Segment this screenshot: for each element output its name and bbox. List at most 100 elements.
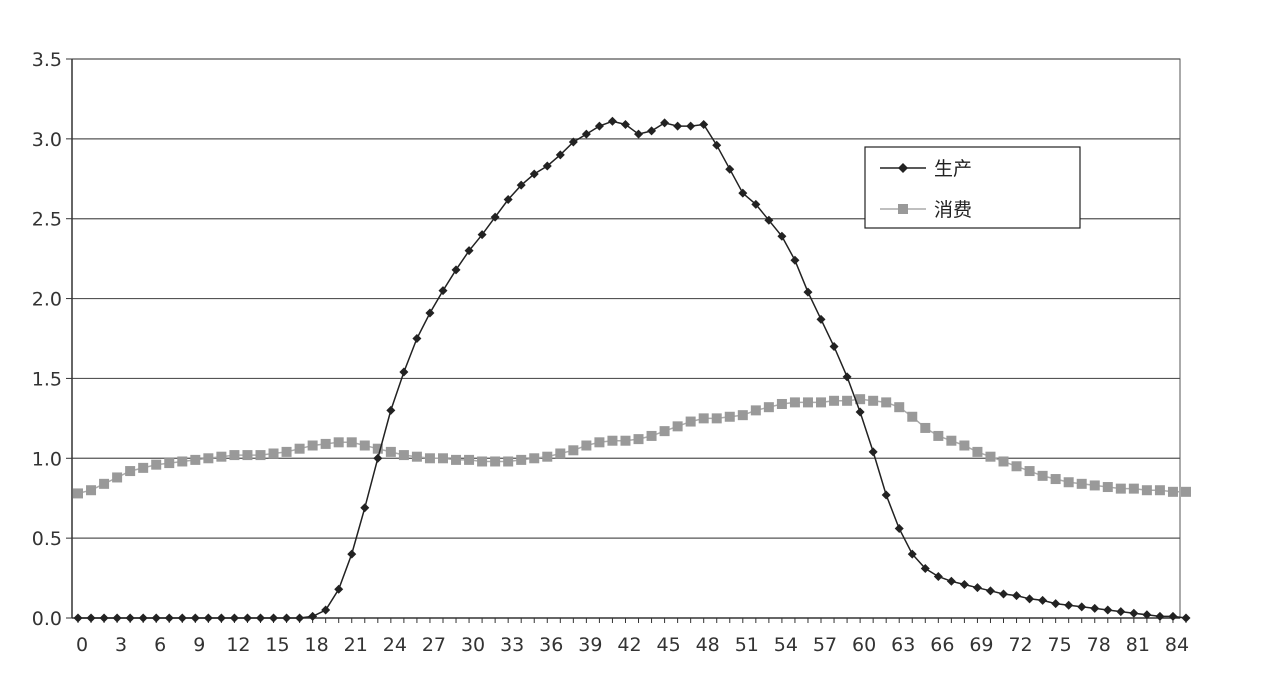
data-point [1063,477,1074,488]
data-point [359,440,370,451]
data-point [1128,483,1139,494]
x-tick-label: 24 [383,634,407,656]
data-point [933,430,944,441]
data-point [1037,470,1048,481]
data-point [1154,485,1165,496]
data-point [464,246,474,256]
x-tick-label: 69 [969,634,993,656]
data-point [1181,613,1191,623]
x-tick-label: 9 [193,634,205,656]
data-point [542,161,552,171]
data-point [634,129,644,139]
data-point [659,426,670,437]
legend-label-production: 生产 [934,158,972,180]
data-point [1038,595,1048,605]
data-point [112,613,122,623]
y-tick-label: 3.0 [32,129,62,151]
y-tick-label: 2.5 [32,209,62,231]
data-point [920,563,930,573]
data-point [907,549,917,559]
data-point [777,231,787,241]
data-point [1103,605,1113,615]
legend-item-consumption: 消费 [880,199,972,221]
x-tick-label: 54 [774,634,798,656]
data-point [412,334,422,343]
data-point [581,129,591,139]
data-point [1116,607,1126,617]
data-point [360,503,370,513]
y-tick-label: 3.5 [32,49,62,71]
x-tick-label: 21 [344,634,368,656]
data-point [842,395,853,406]
data-point [959,440,970,451]
data-point [334,584,344,594]
data-point [985,586,995,596]
data-point [1076,478,1087,489]
data-point [372,443,383,454]
x-tick-label: 15 [265,634,289,656]
data-point [946,435,957,446]
data-point [594,121,604,131]
x-tick-label: 78 [1087,634,1111,656]
legend-marker-production [898,163,908,173]
data-point [594,437,605,448]
data-point [829,341,839,351]
data-point [255,613,265,623]
data-point [320,438,331,449]
data-point [907,411,918,422]
data-point [529,453,540,464]
data-point [881,490,891,500]
x-tick-label: 33 [500,634,524,656]
data-point [803,287,813,297]
y-tick-label: 0.0 [32,608,62,630]
data-point [738,188,748,198]
x-tick-label: 0 [76,634,88,656]
x-tick-label: 6 [154,634,166,656]
y-tick-label: 1.0 [32,448,62,470]
data-point [985,451,996,462]
data-point [660,118,670,128]
data-point [138,613,148,623]
data-point [308,611,318,621]
data-point [373,453,383,463]
data-point [516,180,526,190]
data-point [816,314,826,324]
data-point [164,458,175,469]
data-point [255,450,266,461]
data-point [424,453,435,464]
data-point [294,443,305,454]
y-axis: 0.0 0.5 1.0 1.5 2.0 2.5 3.0 3.5 [32,49,72,630]
data-point [229,613,239,623]
data-point [503,195,513,205]
data-point [1168,611,1178,621]
data-point [620,119,630,129]
data-point [737,410,748,421]
data-point [1155,611,1165,621]
data-point [633,434,644,445]
data-point [1064,600,1074,610]
x-tick-label: 45 [656,634,680,656]
data-point [190,454,201,465]
data-point [138,462,149,473]
legend-box [864,146,1081,229]
data-point [763,402,774,413]
data-point [86,613,96,623]
data-point [686,121,696,131]
data-point [229,450,240,461]
x-tick-label: 39 [578,634,602,656]
legend-item-production: 生产 [880,158,972,180]
data-point [1024,466,1035,477]
data-point [516,454,527,465]
data-point [281,446,292,457]
data-point [802,397,813,408]
data-point [972,446,983,457]
data-point [750,405,761,416]
data-point [307,440,318,451]
data-point [816,397,827,408]
series-layer [73,116,1191,623]
data-point [789,397,800,408]
data-point [972,583,982,593]
data-point [177,456,188,467]
data-point [699,119,709,129]
data-point [946,576,956,586]
